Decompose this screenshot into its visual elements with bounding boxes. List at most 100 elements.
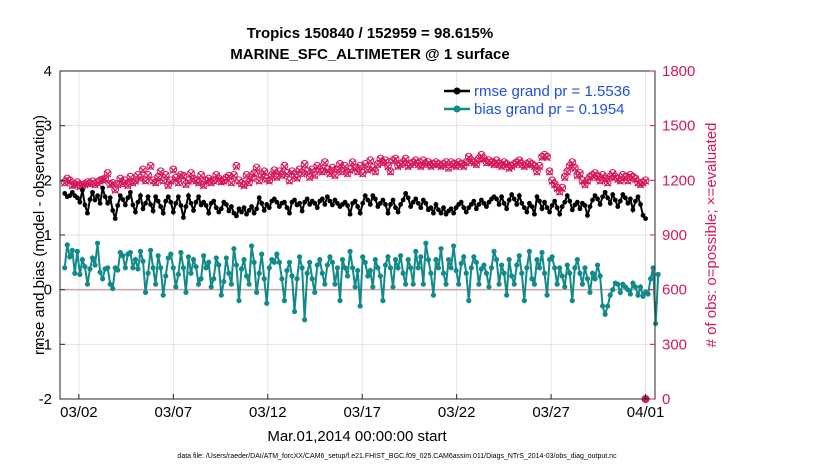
bias-point <box>569 298 575 304</box>
bias-point <box>572 265 578 271</box>
bias-point <box>271 259 277 265</box>
obs-evaluated-point <box>364 166 372 174</box>
bias-point <box>72 270 78 276</box>
chart-subtitle: MARINE_SFC_ALTIMETER @ 1 surface <box>230 46 509 63</box>
obs-possible-point <box>310 170 319 179</box>
bias-point <box>557 265 563 271</box>
bias-point <box>397 253 404 259</box>
obs-evaluated-point <box>265 177 273 185</box>
bias-point <box>365 273 371 279</box>
obs-evaluated-point <box>581 181 589 189</box>
rmse-point <box>448 206 454 212</box>
rmse-point <box>254 206 260 212</box>
rmse-point <box>145 194 151 200</box>
obs-evaluated-point <box>151 179 160 187</box>
rmse-point <box>330 202 335 208</box>
obs-evaluated-point <box>462 159 470 167</box>
bias-point <box>223 255 229 261</box>
y2-tick-label: 300 <box>662 336 687 353</box>
obs-evaluated-point <box>338 168 347 176</box>
bias-point <box>509 273 515 279</box>
obs-evaluated-point <box>331 172 339 180</box>
rmse-point <box>630 207 636 213</box>
bias-point <box>395 265 401 271</box>
bias-point <box>79 257 85 263</box>
bias-point <box>516 253 522 259</box>
obs-possible-point <box>454 158 463 167</box>
bias-point <box>632 284 639 290</box>
rmse-point <box>150 208 156 214</box>
bias-point <box>486 284 492 290</box>
rmse-point <box>441 205 446 211</box>
bias-point <box>206 259 212 265</box>
rmse-point <box>102 194 108 200</box>
rmse-point <box>393 205 398 211</box>
bias-point <box>589 270 596 276</box>
obs-evaluated-point <box>548 177 556 185</box>
bias-point <box>440 270 447 276</box>
rmse-point <box>433 201 439 207</box>
obs-evaluated-point <box>621 173 630 182</box>
rmse-point <box>547 209 552 215</box>
y-tick-label: 1 <box>44 227 52 244</box>
rmse-point <box>612 197 618 203</box>
rmse-point <box>552 198 558 204</box>
rmse-point <box>188 200 194 206</box>
rmse-point <box>100 185 106 191</box>
bias-point <box>360 254 366 260</box>
obs-evaluated-point <box>604 179 612 187</box>
bias-point <box>178 249 184 256</box>
obs-possible-point <box>525 158 534 167</box>
bias-point <box>236 298 242 304</box>
rmse-point <box>509 192 515 197</box>
bias-point <box>382 262 389 268</box>
obs-evaluated-point <box>232 163 241 171</box>
bias-point <box>400 270 406 276</box>
rmse-point <box>569 207 575 213</box>
ticks: 03/02 03/07 03/12 03/17 03/22 03/27 04/01 -2 -1 0… <box>39 63 696 421</box>
rmse-point <box>251 210 257 216</box>
rmse-point <box>408 204 414 209</box>
rmse-point <box>564 193 570 199</box>
y2-tick-label: 1500 <box>662 118 695 135</box>
obs-evaluated-point <box>480 155 488 164</box>
bias-point <box>564 262 570 268</box>
bias-point <box>539 249 545 256</box>
obs-evaluated-point <box>141 177 150 185</box>
bias-point <box>284 267 290 274</box>
rmse-point <box>607 200 613 206</box>
bias-point <box>476 281 482 287</box>
obs-evaluated-point <box>336 161 344 169</box>
obs-evaluated-point <box>369 164 377 173</box>
bias-point <box>145 270 151 276</box>
bias-point <box>403 281 409 287</box>
obs-evaluated-point <box>187 170 195 178</box>
bias-point <box>408 265 414 271</box>
rmse-point <box>125 195 131 201</box>
bias-point <box>221 278 227 285</box>
obs-layer <box>60 150 650 403</box>
bias-point <box>380 298 386 304</box>
bias-point <box>193 264 199 270</box>
bias-point <box>180 265 187 271</box>
bias-point <box>286 259 293 265</box>
bias-point <box>100 276 106 282</box>
obs-evaluated-point <box>346 166 354 174</box>
obs-evaluated-point <box>477 152 486 160</box>
bias-point <box>347 248 353 254</box>
rmse-point <box>112 216 118 222</box>
obs-possible-point <box>386 167 395 176</box>
rmse-point <box>87 197 93 202</box>
y2-tick-label: 0 <box>662 391 670 408</box>
rmse-point <box>499 194 505 200</box>
rmse-point <box>135 199 141 205</box>
y2-tick-label: 1800 <box>662 63 695 80</box>
rmse-point <box>105 200 111 206</box>
bias-point <box>256 270 262 276</box>
bias-point <box>536 265 543 271</box>
obs-possible-point <box>575 169 584 177</box>
obs-possible-point <box>432 158 440 167</box>
bias-point <box>211 276 217 282</box>
obs-evaluated-point <box>258 172 266 180</box>
bias-point <box>367 267 373 274</box>
